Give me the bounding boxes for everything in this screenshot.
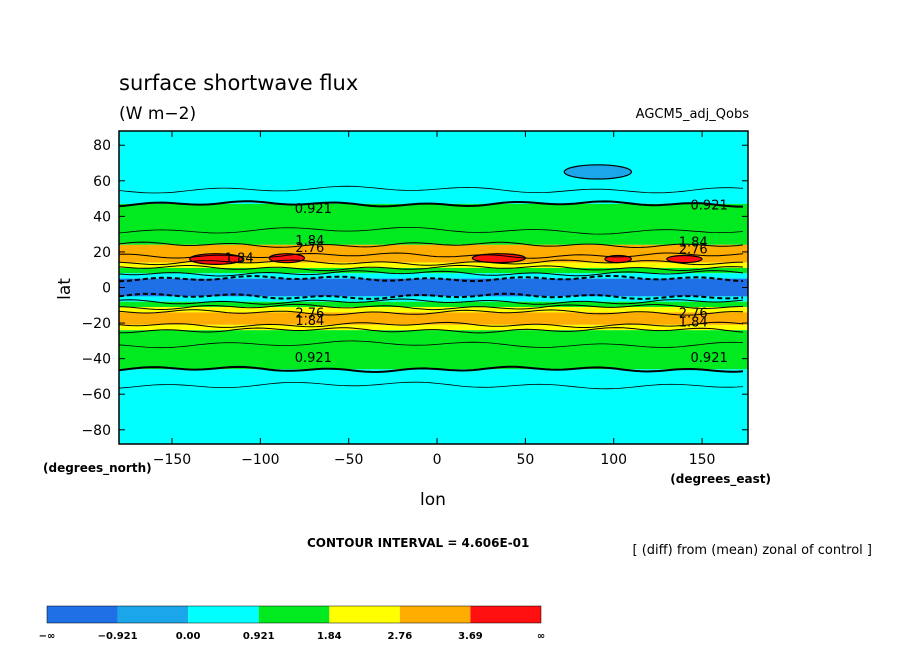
y-tick-label: −60 [81,387,111,403]
x-units-label: (degrees_east) [670,472,771,487]
colorbar-label: −0.921 [98,631,138,642]
colorbar-label: 2.76 [388,631,413,642]
colorbar-swatch [399,606,471,623]
y-units-label: (degrees_north) [43,461,152,476]
x-tick-label: −100 [241,452,279,468]
y-tick-label: −40 [81,352,111,368]
x-axis-title: lon [420,490,446,510]
chart-units: (W m−2) [119,104,196,124]
contour-label: 0.921 [691,198,728,213]
x-tick-label: 50 [516,452,534,468]
y-tick-label: −20 [81,316,111,332]
y-tick-label: −80 [81,423,111,439]
x-axis-ticks: −150 −100 −50 0 50 100 150 [153,131,716,468]
colorbar-swatch [117,606,189,623]
contour-line-7 [119,292,744,300]
contour-label: 1.84 [679,236,708,251]
zonal-band-5 [119,267,748,274]
x-tick-label: 0 [433,452,442,468]
zonal-band-14 [119,369,748,444]
contour-blob-0 [563,164,632,180]
y-axis-ticks: −80 −60 −40 −20 0 20 40 60 80 [81,138,748,439]
x-tick-label: −50 [334,452,364,468]
zonal-band-11 [119,312,748,325]
colorbar-swatch [47,606,118,623]
contour-line-0 [119,200,743,208]
contour-label: 0.921 [295,351,332,366]
colorbar-label: 1.84 [317,631,342,642]
zonal-band-6 [119,273,748,279]
contour-label: 2.76 [679,243,708,258]
zonal-band-8 [119,296,748,302]
y-axis-title: lat [55,278,75,300]
contour-label: 2.76 [295,241,324,256]
contour-label: 2.76 [679,307,708,322]
contour-line-12 [119,327,744,334]
colorbar: −∞ −0.921 0.00 0.921 1.84 2.76 3.69 ∞ [39,605,545,642]
zonal-band-12 [119,324,748,331]
y-tick-label: 20 [93,245,111,261]
isoline-0 [119,185,744,194]
contour-line-5 [119,270,744,277]
zonal-band-3 [119,255,748,263]
contour-line-9 [119,303,744,311]
contour-line-10 [119,309,744,316]
zonal-band-7 [119,278,748,297]
x-tick-label: 150 [689,452,716,468]
y-tick-label: 80 [93,138,111,154]
zonal-band-9 [119,301,748,308]
isoline-3 [119,381,744,390]
colorbar-label: −∞ [39,631,56,642]
zonal-band-1 [119,203,748,245]
colorbar-frame [46,605,542,624]
contour-line-11 [119,321,744,328]
zonal-bands [119,131,748,444]
y-tick-label: 0 [102,281,111,297]
zonal-band-0 [119,131,748,204]
isoline-1 [119,227,744,235]
y-tick-label: 60 [93,174,111,190]
contour-interval: CONTOUR INTERVAL = 4.606E-01 [307,536,529,550]
isoline-2 [119,340,744,349]
comparison-note: [ (diff) from (mean) zonal of control ] [633,543,872,558]
colorbar-swatch [258,606,330,623]
x-tick-label: 100 [600,452,627,468]
colorbar-label: 3.69 [458,631,483,642]
contour-label: 1.84 [295,314,324,329]
colorbar-swatch [329,606,400,623]
plot-area [119,131,748,444]
contour-label: 0.921 [691,351,728,366]
contour-lines [119,185,744,390]
chart-title: surface shortwave flux [119,71,358,95]
contour-label: 2.76 [295,307,324,322]
zonal-band-2 [119,244,748,256]
contour-line-3 [119,259,744,266]
colorbar-swatch [470,606,541,623]
contour-line-6 [119,274,744,283]
contour-label: 0.921 [295,202,332,217]
experiment-label: AGCM5_adj_Qobs [636,107,750,122]
colorbar-label: 0.921 [243,631,275,642]
contour-label: 1.84 [225,252,254,267]
contour-label: 1.84 [295,234,324,249]
colorbar-label: ∞ [537,631,545,642]
contour-blob-5 [666,254,703,264]
contour-line-4 [119,264,744,272]
colorbar-label: 0.00 [176,631,201,642]
contour-line-13 [119,365,744,374]
contour-label: 1.84 [679,316,708,331]
colorbar-swatch [188,606,259,623]
contour-line-8 [119,298,744,305]
contour-line-2 [119,252,744,259]
contour-line-1 [119,241,744,249]
zonal-band-13 [119,330,748,370]
y-tick-label: 40 [93,209,111,225]
x-tick-label: −150 [153,452,191,468]
